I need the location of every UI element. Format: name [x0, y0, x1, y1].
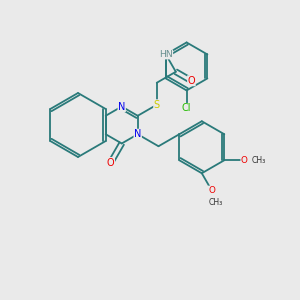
Text: S: S — [154, 100, 160, 110]
Text: O: O — [241, 156, 248, 165]
Text: CH₃: CH₃ — [251, 156, 266, 165]
Text: N: N — [134, 129, 141, 139]
Text: O: O — [188, 76, 195, 86]
Text: O: O — [208, 186, 215, 195]
Text: O: O — [107, 158, 115, 167]
Text: HN: HN — [159, 50, 173, 59]
Text: CH₃: CH₃ — [209, 198, 223, 207]
Text: N: N — [118, 101, 125, 112]
Text: Cl: Cl — [182, 103, 191, 113]
